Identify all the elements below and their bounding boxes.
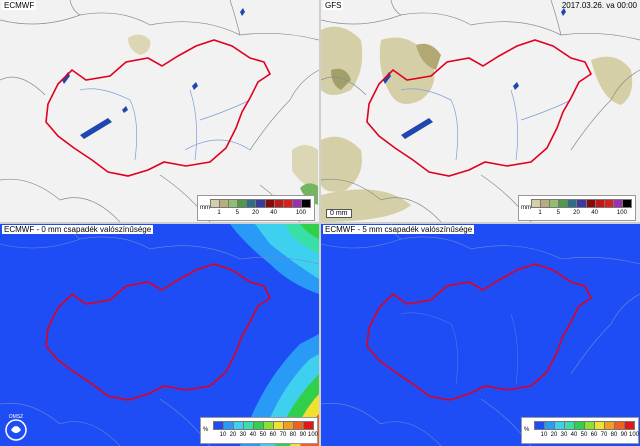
legend-label: 40 xyxy=(270,210,277,216)
legend-swatch xyxy=(300,199,311,208)
legend-label: 90 xyxy=(299,432,307,438)
country-borders xyxy=(0,224,319,446)
rivers xyxy=(400,312,518,385)
precip-legend: mm 1 5 20 40 100 xyxy=(197,195,315,221)
country-borders xyxy=(321,224,640,446)
panel-ecmwf-precip: ECMWF mm 1 5 20 40 100 xyxy=(0,0,319,222)
legend-label: 90 xyxy=(620,432,628,438)
panel-title: ECMWF xyxy=(2,1,37,10)
legend-label: 1 xyxy=(538,210,542,216)
legend-unit: mm xyxy=(200,205,210,211)
legend-label: 50 xyxy=(580,432,588,438)
legend-label: 30 xyxy=(560,432,568,438)
legend-label: 20 xyxy=(252,210,259,216)
legend-label: 40 xyxy=(249,432,257,438)
legend-label: 60 xyxy=(590,432,598,438)
lakes xyxy=(62,8,245,139)
forecast-date: 2017.03.26. va 00:00 xyxy=(561,1,637,10)
legend-label: 40 xyxy=(570,432,578,438)
legend-label: 40 xyxy=(591,210,598,216)
legend-label: 100 xyxy=(628,432,639,438)
panel-ecmwf-0mm-probability: ECMWF - 0 mm csapadék valószínűsége OMSZ… xyxy=(0,224,319,446)
legend-label: 10 xyxy=(219,432,227,438)
hungary-border xyxy=(45,263,272,401)
rivers xyxy=(79,88,251,161)
precip-fields xyxy=(128,34,318,205)
panel-title: ECMWF - 0 mm csapadék valószínűsége xyxy=(2,225,154,234)
legend-label: 10 xyxy=(540,432,548,438)
panel-ecmwf-5mm-probability: ECMWF - 5 mm csapadék valószínűsége % 10… xyxy=(321,224,640,446)
map-gfs-precip xyxy=(321,0,640,222)
legend-label: 1 xyxy=(217,210,221,216)
legend-label: 5 xyxy=(556,210,560,216)
legend-label: 20 xyxy=(550,432,558,438)
map-ecmwf-precip xyxy=(0,0,319,222)
legend-label: 60 xyxy=(269,432,277,438)
legend-swatch xyxy=(624,421,635,430)
probability-legend: % 10 20 30 40 50 60 70 80 90 100 xyxy=(521,417,639,444)
precip-legend: mm 1 5 20 40 100 xyxy=(518,195,636,221)
hungary-border xyxy=(366,39,593,177)
legend-unit: % xyxy=(524,427,530,433)
legend-unit: % xyxy=(203,427,209,433)
map-5mm-probability xyxy=(321,224,640,446)
hungary-border xyxy=(45,39,272,177)
legend-label: 70 xyxy=(600,432,608,438)
horizontal-separator xyxy=(0,222,640,224)
legend-label: 20 xyxy=(229,432,237,438)
map-0mm-probability xyxy=(0,224,319,446)
panel-title: ECMWF - 5 mm csapadék valószínűsége xyxy=(323,225,475,234)
panel-title: GFS xyxy=(323,1,344,10)
panel-gfs-precip: GFS 2017.03.26. va 00:00 0 mm mm 1 5 20 40 1… xyxy=(321,0,640,222)
legend-label: 30 xyxy=(239,432,247,438)
legend-label: 80 xyxy=(289,432,297,438)
legend-swatch xyxy=(303,421,314,430)
legend-label: 100 xyxy=(616,210,627,216)
hungary-border xyxy=(366,263,593,401)
probability-legend: % 10 20 30 40 50 60 70 80 90 100 xyxy=(200,417,318,444)
logo-text: OMSZ xyxy=(9,414,23,420)
scale-label: 0 mm xyxy=(326,209,352,218)
legend-swatch xyxy=(621,199,632,208)
legend-label: 5 xyxy=(235,210,239,216)
rivers xyxy=(400,88,572,161)
legend-unit: mm xyxy=(521,205,531,211)
omsz-logo-icon: OMSZ xyxy=(5,414,27,441)
legend-label: 80 xyxy=(610,432,618,438)
legend-label: 20 xyxy=(573,210,580,216)
legend-label: 50 xyxy=(259,432,267,438)
legend-label: 70 xyxy=(279,432,287,438)
legend-label: 100 xyxy=(307,432,318,438)
precip-fields xyxy=(321,26,633,222)
legend-label: 100 xyxy=(295,210,306,216)
